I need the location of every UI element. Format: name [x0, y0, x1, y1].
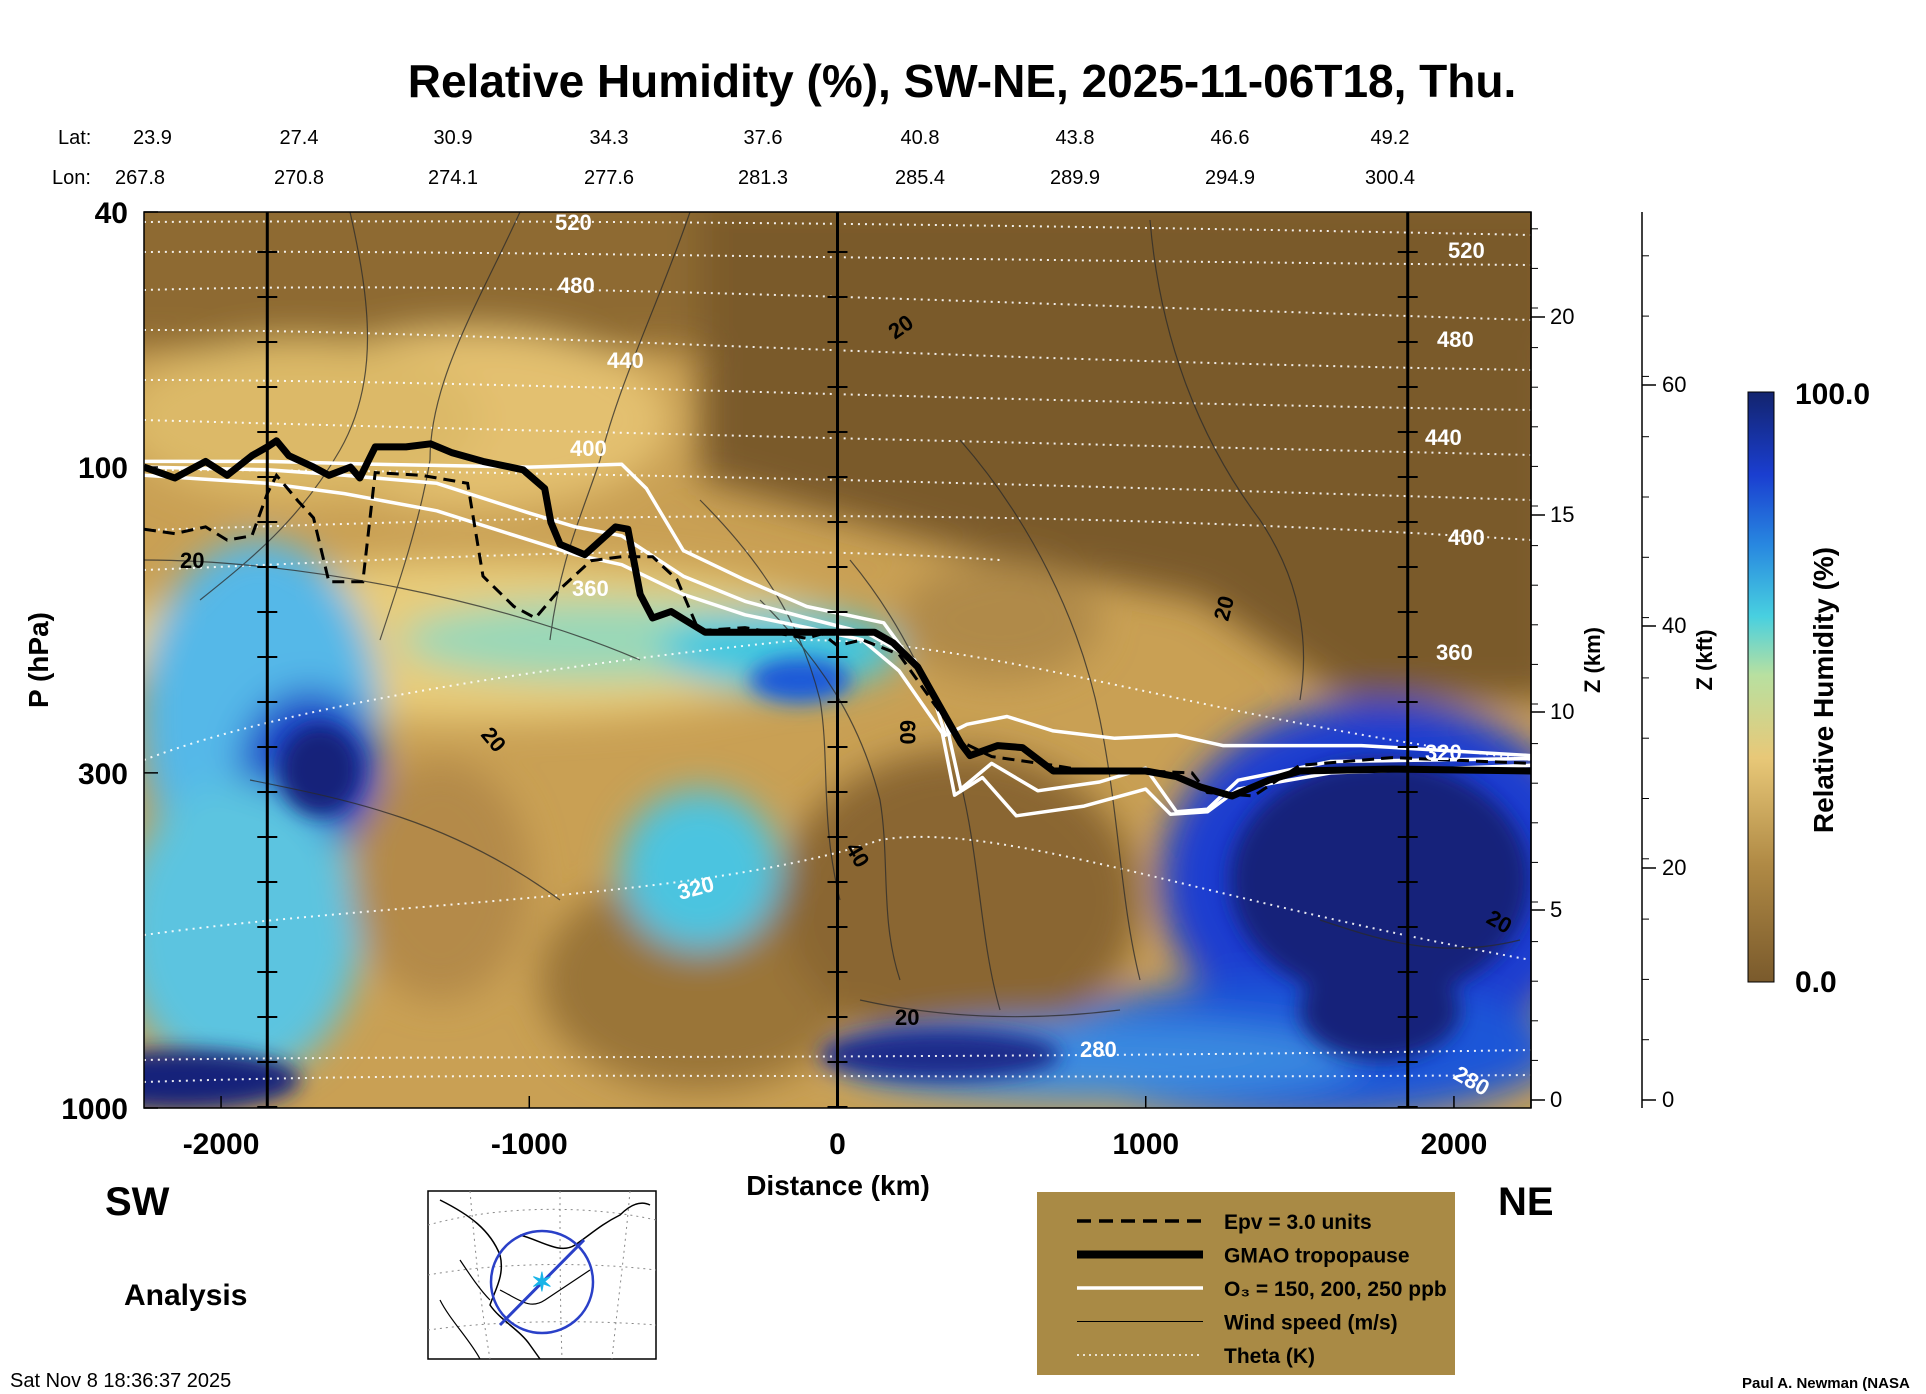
lat-value: 34.3 — [590, 127, 629, 149]
theta-label-440-right: 440 — [1425, 425, 1462, 450]
x-tick-label: 0 — [829, 1128, 846, 1161]
theta-label-480-left: 480 — [558, 273, 595, 298]
z-km-label: Z (km) — [1580, 627, 1605, 693]
y-axis: 40 100 300 1000 — [61, 197, 158, 1126]
colorbar-gradient — [1747, 391, 1775, 983]
lat-value: 40.8 — [901, 127, 940, 149]
x-tick-label: 1000 — [1112, 1128, 1179, 1161]
x-tick-label: -1000 — [491, 1128, 568, 1161]
theta-label-400-right: 400 — [1448, 525, 1485, 550]
lon-label: Lon: — [52, 167, 91, 189]
z-km-tick-label: 10 — [1550, 699, 1574, 724]
z-km-tick-label: 0 — [1550, 1087, 1562, 1112]
z-kft-axis: 0 20 40 60 Z (kft) — [1641, 212, 1717, 1112]
theta-label-360-right: 360 — [1436, 640, 1473, 665]
map-inset: ✶ — [427, 1190, 657, 1360]
legend-label: Wind speed (m/s) — [1224, 1312, 1398, 1335]
z-km-tick-label: 15 — [1550, 502, 1574, 527]
wind-label: 60 — [895, 720, 920, 744]
y-tick-label: 100 — [78, 452, 128, 485]
lat-value: 37.6 — [744, 127, 783, 149]
lon-value: 277.6 — [584, 167, 634, 189]
lon-value: 267.8 — [115, 167, 165, 189]
x-axis: -2000 -1000 0 1000 2000 — [183, 1096, 1488, 1161]
wind-label: 20 — [180, 548, 204, 573]
legend-label: GMAO tropopause — [1224, 1245, 1410, 1268]
svg-text:✶: ✶ — [531, 1267, 553, 1297]
lat-value: 30.9 — [434, 127, 473, 149]
z-kft-tick-label: 60 — [1662, 372, 1686, 397]
lon-value: 270.8 — [274, 167, 324, 189]
y-tick-label: 1000 — [61, 1093, 128, 1126]
lat-value: 46.6 — [1211, 127, 1250, 149]
colorbar-min-label: 0.0 — [1795, 966, 1837, 999]
lat-row: Lat: 23.9 27.4 30.9 34.3 37.6 40.8 43.8 46.6 49.… — [58, 127, 1409, 149]
x-axis-label: Distance (km) — [746, 1170, 930, 1201]
y-tick-label: 300 — [78, 758, 128, 791]
chart-title: Relative Humidity (%), SW-NE, 2025-11-06… — [408, 55, 1517, 107]
lon-value: 285.4 — [895, 167, 945, 189]
theta-label-520-left: 520 — [555, 210, 592, 235]
x-tick-label: -2000 — [183, 1128, 260, 1161]
z-km-axis: 0 5 10 15 20 Z (km) — [1530, 212, 1605, 1112]
credit: Paul A. Newman (NASA — [1742, 1375, 1910, 1392]
legend-label: Epv = 3.0 units — [1224, 1211, 1372, 1234]
lat-label: Lat: — [58, 127, 91, 149]
colorbar-title: Relative Humidity (%) — [1808, 547, 1839, 833]
theta-label-360-left: 360 — [572, 576, 609, 601]
legend-label: Theta (K) — [1224, 1345, 1315, 1368]
theta-label-320-right: 320 — [1425, 740, 1462, 765]
lat-value: 23.9 — [133, 127, 172, 149]
colorbar-max-label: 100.0 — [1795, 378, 1870, 411]
lon-value: 300.4 — [1365, 167, 1415, 189]
lon-value: 274.1 — [428, 167, 478, 189]
sw-label: SW — [105, 1180, 170, 1224]
z-km-tick-label: 5 — [1550, 897, 1562, 922]
z-km-tick-label: 20 — [1550, 304, 1574, 329]
theta-label-280-mid: 280 — [1080, 1037, 1117, 1062]
z-kft-tick-label: 0 — [1662, 1087, 1674, 1112]
timestamp: Sat Nov 8 18:36:37 2025 — [10, 1370, 231, 1392]
analysis-label: Analysis — [124, 1279, 247, 1312]
theta-label-440-left: 440 — [607, 348, 644, 373]
theta-label-520-right: 520 — [1448, 238, 1485, 263]
wind-label: 20 — [895, 1005, 919, 1030]
lat-value: 43.8 — [1056, 127, 1095, 149]
theta-label-480-right: 480 — [1437, 327, 1474, 352]
x-tick-label: 2000 — [1421, 1128, 1488, 1161]
lon-value: 281.3 — [738, 167, 788, 189]
lat-value: 27.4 — [280, 127, 319, 149]
ozone-contour — [144, 473, 1531, 818]
lon-value: 294.9 — [1205, 167, 1255, 189]
lat-value: 49.2 — [1371, 127, 1410, 149]
z-kft-label: Z (kft) — [1692, 629, 1717, 690]
theta-label-400-left: 400 — [570, 436, 607, 461]
lon-row: Lon: 267.8 270.8 274.1 277.6 281.3 285.4 289.9… — [52, 167, 1415, 189]
legend: Epv = 3.0 units GMAO tropopause O₃ = 150, … — [1037, 1192, 1455, 1375]
y-axis-label: P (hPa) — [23, 612, 54, 708]
lon-value: 289.9 — [1050, 167, 1100, 189]
y-tick-label: 40 — [95, 197, 128, 230]
ne-label: NE — [1498, 1180, 1554, 1224]
colorbar: 100.0 0.0 Relative Humidity (%) — [1747, 378, 1870, 999]
vertical-markers — [257, 212, 1418, 1108]
z-kft-tick-label: 40 — [1662, 613, 1686, 638]
z-kft-tick-label: 20 — [1662, 855, 1686, 880]
legend-label: O₃ = 150, 200, 250 ppb — [1224, 1278, 1447, 1301]
theta-labels: 520 480 440 400 360 320 280 520 480 440 … — [555, 210, 1494, 1101]
tropopause-line — [144, 437, 1531, 800]
humidity-field — [144, 212, 1531, 1108]
